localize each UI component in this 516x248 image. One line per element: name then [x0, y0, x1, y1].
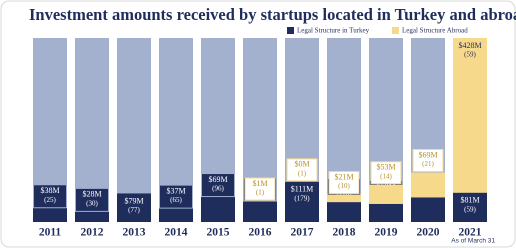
value-label: $111M	[291, 185, 314, 194]
chart-title: Investment amounts received by startups …	[29, 5, 516, 24]
x-tick-label: 2011	[39, 227, 62, 239]
bar-segment	[327, 194, 361, 203]
count-label: (30)	[86, 199, 98, 207]
bar-segment	[453, 38, 487, 193]
label-box	[244, 177, 276, 201]
bar-segment	[159, 208, 193, 222]
bar-segment	[369, 184, 403, 204]
label-box	[160, 185, 192, 208]
label-box	[202, 174, 234, 197]
count-label: (77)	[128, 206, 140, 214]
value-label: $38M	[40, 186, 59, 195]
note: As of March 31	[451, 238, 495, 245]
bar-segment	[201, 197, 235, 222]
bar-segment	[285, 181, 319, 222]
value-label: $37M	[166, 186, 185, 195]
legend-label: Legal Structure in Turkey	[297, 27, 370, 35]
bar-segment	[327, 202, 361, 222]
x-tick-label: 2013	[123, 227, 146, 239]
value-label: $69M	[418, 150, 437, 159]
value-label: $28M	[82, 190, 101, 199]
bar-segment	[75, 211, 109, 222]
count-label: (96)	[212, 185, 224, 193]
bar-segment	[369, 203, 403, 222]
x-tick-label: 2017	[291, 227, 314, 239]
value-label: $69M	[208, 175, 227, 184]
label-box	[34, 185, 66, 208]
count-label: (10)	[338, 182, 350, 190]
label-box	[76, 188, 108, 211]
bar-segment	[117, 193, 151, 222]
count-label: (1)	[298, 169, 307, 177]
x-tick-label: 2016	[249, 227, 272, 239]
x-tick-label: 2021	[459, 227, 482, 239]
label-box	[370, 161, 402, 185]
x-tick-label: 2020	[417, 227, 440, 239]
bar-segment	[411, 172, 445, 198]
x-tick-label: 2018	[333, 227, 356, 239]
count-label: (59)	[464, 51, 476, 59]
label-box	[286, 158, 318, 182]
value-label: $53M	[376, 163, 395, 172]
value-label: $79M	[124, 196, 143, 205]
count-label: (65)	[170, 196, 182, 204]
count-label: (21)	[422, 160, 434, 168]
x-tick-label: 2012	[81, 227, 104, 239]
count-label: (179)	[294, 194, 310, 202]
value-label: $0M	[294, 160, 309, 169]
bar-segment	[453, 192, 487, 222]
bar-segment	[33, 208, 67, 222]
count-label: (1)	[256, 189, 265, 197]
value-label: $81M	[460, 196, 479, 205]
value-label: $21M	[334, 172, 353, 181]
x-tick-label: 2015	[207, 227, 230, 239]
x-tick-label: 2014	[165, 227, 188, 239]
bar-background	[117, 38, 151, 222]
bar-segment	[243, 201, 277, 222]
bar-segment	[411, 197, 445, 222]
value-label: $428M	[458, 41, 481, 50]
x-tick-label: 2019	[375, 227, 398, 239]
count-label: (25)	[44, 196, 56, 204]
count-label: (59)	[464, 205, 476, 213]
count-label: (14)	[380, 172, 392, 180]
legend-label: Legal Structure Abroad	[402, 27, 468, 35]
value-label: $1M	[252, 179, 267, 188]
label-box	[412, 148, 444, 172]
label-box	[328, 171, 360, 195]
legend-swatch	[287, 27, 294, 34]
legend-swatch	[392, 27, 399, 34]
